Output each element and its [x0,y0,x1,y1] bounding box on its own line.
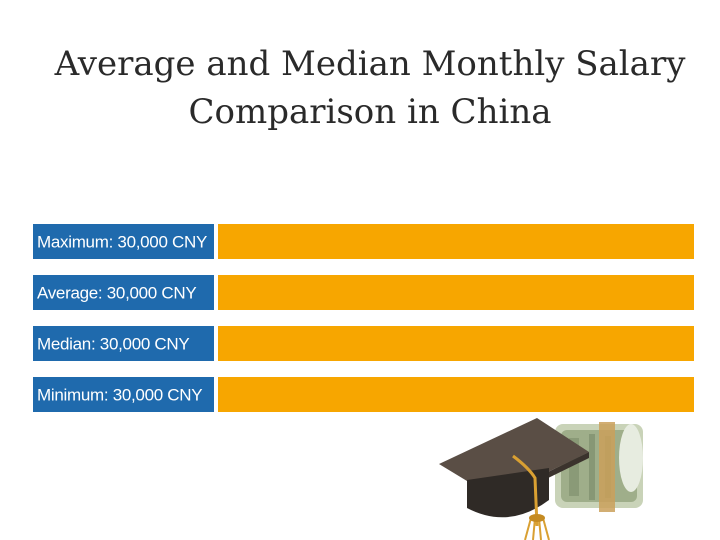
bar-label-box-minimum [33,377,214,412]
bar-label-box-median [33,326,214,361]
bar-label-box-average [33,275,214,310]
graduation-cap-with-money-icon [439,418,643,540]
bar-average [218,275,694,310]
rubber-band-icon [599,422,615,512]
bar-label-average: Average: 30,000 CNY [37,284,196,303]
bar-maximum [218,224,694,259]
title-line-1: Average and Median Monthly Salary [54,44,686,84]
title-line-2: Comparison in China [188,92,552,132]
bar-median [218,326,694,361]
bar-label-maximum: Maximum: 30,000 CNY [37,233,207,252]
tassel-icon [512,454,539,527]
bar-label-median: Median: 30,000 CNY [37,335,189,354]
page-title: Average and Median Monthly Salary Compar… [0,40,720,136]
bar-label-box-maximum [33,224,214,259]
bar-minimum [218,377,694,412]
bar-label-minimum: Minimum: 30,000 CNY [37,386,202,405]
graduation-cap-money-image [439,418,645,540]
